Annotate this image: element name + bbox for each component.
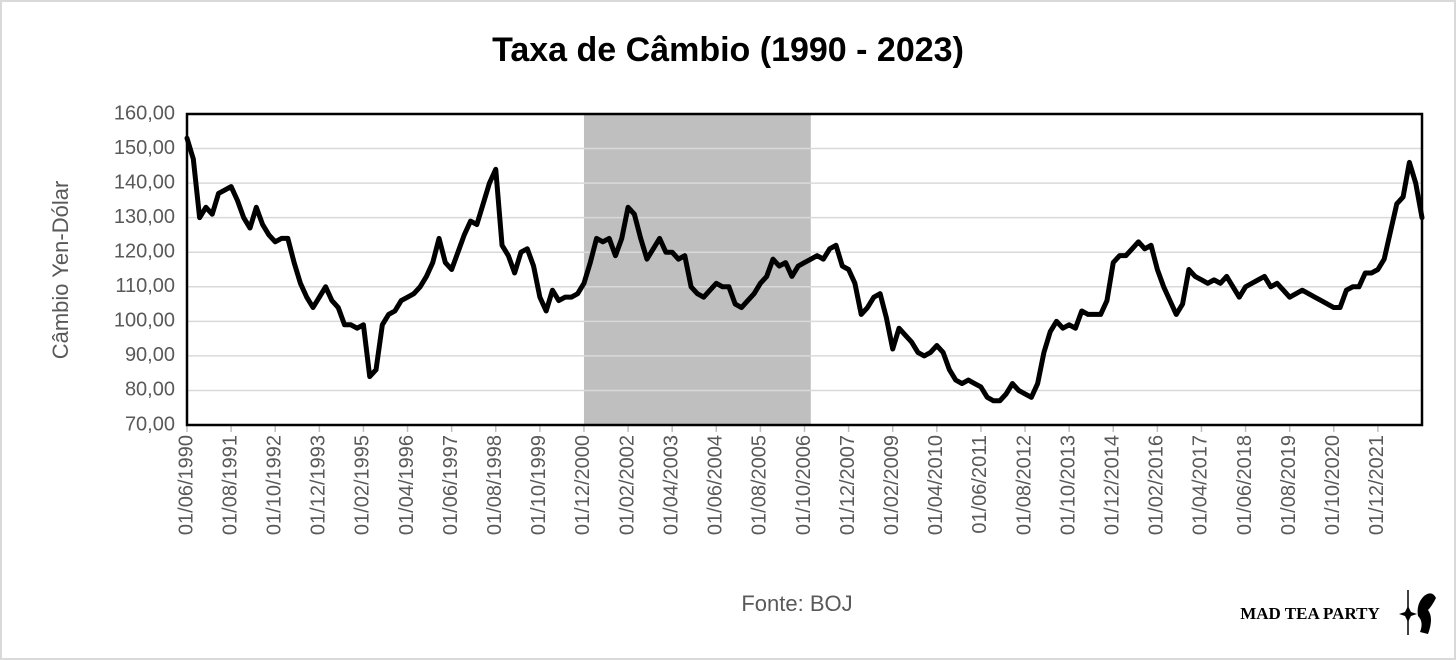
x-tick-label: 01/10/2013 [1057,435,1079,535]
y-axis-title: Câmbio Yen-Dólar [48,181,73,360]
y-tick-label: 130,00 [114,206,175,228]
y-tick-label: 120,00 [114,241,175,263]
x-tick-label: 01/12/2021 [1366,435,1388,535]
x-tick-label: 01/10/2006 [793,435,815,535]
x-tick-label: 01/06/1997 [440,435,462,535]
x-tick-label: 01/06/2004 [705,435,727,535]
x-tick-label: 01/10/1999 [528,435,550,535]
x-tick-label: 01/04/1996 [396,435,418,535]
x-tick-label: 01/06/2011 [969,435,991,534]
x-tick-label: 01/02/2009 [881,435,903,535]
y-tick-label: 100,00 [114,310,175,332]
y-tick-label: 110,00 [115,275,175,297]
x-tick-label: 01/04/2003 [660,435,682,535]
x-tick-label: 01/10/2020 [1322,435,1344,535]
y-tick-label: 80,00 [125,379,175,401]
x-tick-label: 01/08/2005 [749,435,771,535]
x-tick-label: 01/12/1993 [308,435,330,535]
x-tick-label: 01/02/2002 [616,435,638,535]
brand: MAD TEA PARTY [1240,604,1380,623]
x-tick-label: 01/08/1991 [219,435,241,535]
y-tick-label: 70,00 [125,413,175,435]
brand-mark [1399,590,1436,635]
x-tick-label: 01/06/2018 [1234,435,1256,535]
x-tick-label: 01/12/2014 [1102,435,1124,535]
x-tick-label: 01/04/2017 [1190,435,1212,535]
x-axis-title: Fonte: BOJ [741,591,852,616]
x-tick-label: 01/10/1992 [263,435,285,535]
line-series [184,135,1425,404]
plot-frame [185,112,1424,427]
x-tick-label: 01/02/1995 [352,435,374,535]
x-tick-label: 01/02/2016 [1146,435,1168,535]
x-tick-label: 01/12/2000 [572,435,594,535]
y-tick-label: 140,00 [114,171,175,193]
y-tick-label: 90,00 [125,344,175,366]
x-tick-label: 01/08/2012 [1013,435,1035,535]
x-tick-label: 01/08/1998 [484,435,506,535]
y-tick-label: 160,00 [114,102,175,124]
shaded-period [583,114,811,425]
x-tick-label: 01/08/2019 [1278,435,1300,535]
x-tick-label: 01/04/2010 [925,435,947,535]
chart-title: Taxa de Câmbio (1990 - 2023) [492,31,964,69]
x-tick-label: 01/06/1990 [175,435,197,535]
y-tick-label: 150,00 [114,137,175,159]
x-tick-label: 01/12/2007 [837,435,859,535]
